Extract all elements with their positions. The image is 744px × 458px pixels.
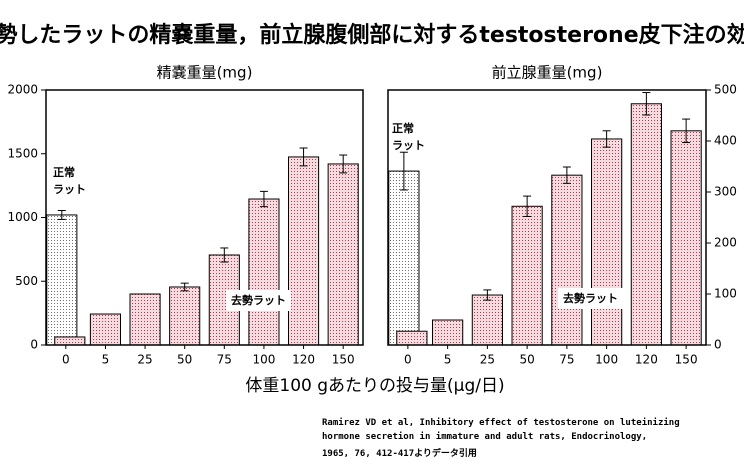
error-bar (399, 151, 408, 191)
x-tick-label: 5 (444, 353, 452, 367)
bar (432, 319, 464, 346)
bar (89, 313, 121, 346)
x-tick-label: 100 (252, 353, 275, 367)
x-tick-label: 50 (177, 353, 192, 367)
x-tick-label: 120 (292, 353, 315, 367)
bar (288, 156, 320, 346)
y-tick-label: 1500 (7, 146, 38, 160)
plot-frame (45, 89, 364, 346)
bar (630, 103, 662, 346)
bar (248, 198, 280, 346)
y-tick-label: 2000 (7, 83, 38, 97)
error-bar (299, 147, 308, 167)
bar (591, 138, 623, 346)
series-label: 正常 ラット (392, 122, 425, 152)
source-line: 1965, 76, 412-417よりデータ引用 (322, 449, 477, 458)
error-bar (57, 209, 66, 220)
error-bar (602, 130, 611, 148)
series-label: 正常 ラット (53, 166, 86, 196)
source-line: Ramirez VD et al, Inhibitory effect of t… (322, 418, 680, 428)
x-tick-label: 75 (559, 353, 574, 367)
x-tick-label: 120 (635, 353, 658, 367)
y-tick-label: 100 (714, 287, 737, 301)
panel-title: 前立腺重量(mg) (492, 64, 603, 82)
error-bar (180, 282, 189, 292)
x-tick-label: 0 (404, 353, 412, 367)
x-tick-label: 150 (675, 353, 698, 367)
y-tick-label: 400 (714, 134, 737, 148)
x-tick-label: 25 (480, 353, 495, 367)
bar (396, 330, 428, 346)
x-tick-label: 50 (519, 353, 534, 367)
x-tick-label: 100 (595, 353, 618, 367)
y-tick-label: 500 (714, 83, 737, 97)
x-axis-label: 体重100 gあたりの投与量(μg/日) (245, 376, 504, 396)
y-tick-label: 500 (15, 274, 38, 288)
bar (388, 170, 420, 346)
x-tick-label: 75 (217, 353, 232, 367)
bar (54, 336, 86, 346)
panel-title: 精嚢重量(mg) (157, 64, 253, 82)
error-bar (339, 154, 348, 174)
y-tick-label: 1000 (7, 210, 38, 224)
series-label: 去勢ラット (226, 290, 291, 311)
y-tick-label: 0 (30, 338, 38, 352)
error-bar (259, 190, 268, 208)
bar (511, 205, 543, 346)
error-bar (523, 195, 532, 217)
error-bar (483, 289, 492, 301)
bar (169, 286, 201, 346)
plot-frame (387, 89, 707, 346)
error-bar (642, 92, 651, 116)
page-title: 去勢したラットの精嚢重量，前立腺腹側部に対するtestosterone皮下注の効… (0, 22, 744, 48)
bar (551, 174, 583, 346)
bar (471, 294, 503, 346)
bar (327, 163, 359, 346)
source-line: hormone secretion in immature and adult … (322, 432, 648, 442)
x-tick-label: 0 (62, 353, 70, 367)
bar (46, 214, 78, 346)
x-tick-label: 25 (137, 353, 152, 367)
bar (129, 293, 161, 346)
x-tick-label: 5 (102, 353, 110, 367)
series-label: 去勢ラット (558, 288, 623, 309)
y-tick-label: 200 (714, 236, 737, 250)
x-tick-label: 150 (332, 353, 355, 367)
y-tick-label: 0 (714, 338, 722, 352)
y-tick-label: 300 (714, 185, 737, 199)
bar (670, 130, 702, 346)
error-bar (562, 166, 571, 184)
error-bar (682, 118, 691, 144)
error-bar (220, 247, 229, 263)
